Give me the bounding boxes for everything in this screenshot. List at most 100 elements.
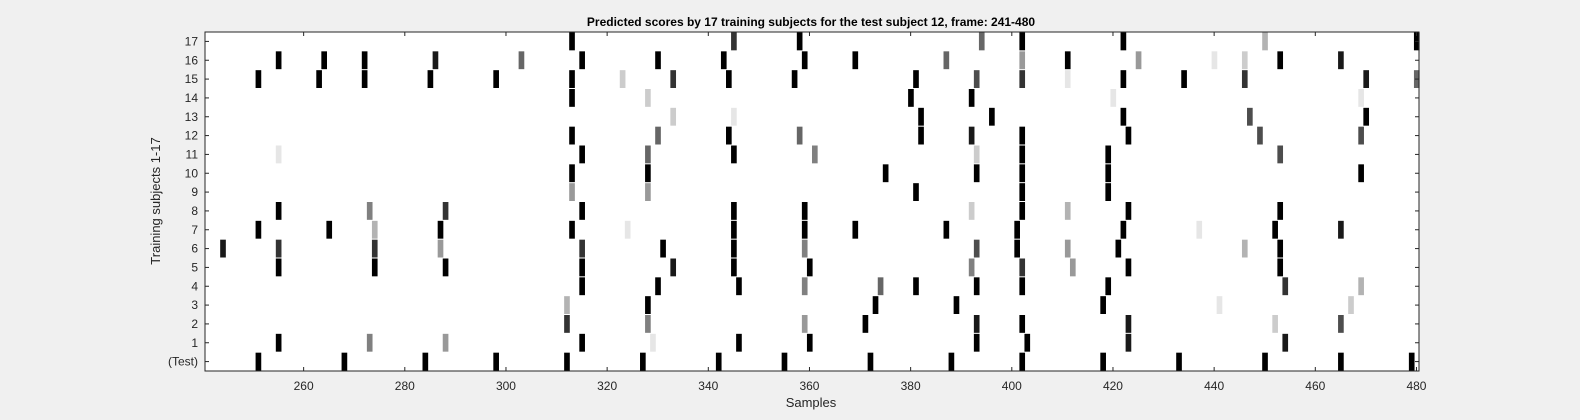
y-tick-label: 2 (191, 317, 198, 331)
heatmap-cell (882, 164, 889, 183)
heatmap-cell (670, 70, 677, 88)
heatmap-cell (1338, 315, 1344, 333)
heatmap-cell (1019, 70, 1026, 88)
heatmap-cell (968, 202, 975, 220)
heatmap-cell (948, 352, 955, 371)
heatmap-cell (731, 202, 737, 220)
heatmap-cell (1105, 164, 1112, 183)
heatmap-cell (564, 315, 570, 333)
heatmap-cell (564, 352, 570, 371)
heatmap-cell (442, 202, 449, 220)
heatmap-cell (655, 126, 661, 145)
y-tick-label: 14 (185, 91, 199, 105)
heatmap-cell (1125, 333, 1132, 352)
heatmap-cell (1100, 352, 1106, 371)
y-tick-label: 9 (191, 185, 198, 199)
heatmap-cell (371, 258, 378, 277)
heatmap-cell (569, 32, 575, 51)
heatmap-cell (791, 70, 798, 88)
heatmap-cell (569, 126, 575, 145)
heatmap-cell (655, 277, 661, 296)
heatmap-cell (1125, 126, 1132, 145)
heatmap-cell (731, 258, 737, 277)
y-tick-label: 11 (186, 147, 199, 161)
heatmap-cell (366, 333, 373, 352)
heatmap-cell (1014, 239, 1020, 258)
y-axis-label: Training subjects 1-17 (148, 137, 163, 264)
heatmap-cell (422, 352, 429, 371)
heatmap-cell (1358, 89, 1364, 107)
heatmap-cell (968, 258, 975, 277)
heatmap-cell (569, 70, 575, 88)
heatmap-cell (1176, 352, 1182, 371)
heatmap-cell (1120, 70, 1127, 88)
heatmap-cell (1110, 89, 1117, 107)
heatmap-cell (1262, 32, 1268, 51)
heatmap-cell (1277, 239, 1284, 258)
heatmap-cell (1064, 239, 1071, 258)
heatmap-cell (867, 352, 874, 371)
heatmap-cell (1262, 352, 1268, 371)
heatmap-cell (1247, 107, 1253, 126)
heatmap-cell (220, 239, 226, 258)
x-tick-label: 460 (1305, 379, 1325, 393)
heatmap-cell (1024, 333, 1031, 352)
heatmap-cell (1019, 126, 1026, 145)
heatmap-cell (1014, 220, 1020, 239)
heatmap-cell (731, 32, 737, 51)
heatmap-cell (569, 164, 575, 183)
heatmap-cell (731, 145, 737, 164)
heatmap-cell (275, 239, 282, 258)
heatmap-cell (943, 220, 950, 239)
heatmap-cell (989, 107, 995, 126)
y-tick-label: 6 (191, 242, 198, 256)
heatmap-cell (640, 352, 646, 371)
heatmap-cell (1019, 202, 1026, 220)
x-tick-label: 380 (901, 379, 921, 393)
heatmap-cell (801, 51, 808, 70)
heatmap-cell (953, 296, 960, 314)
heatmap-cell (275, 258, 282, 277)
heatmap-cell (1277, 202, 1284, 220)
heatmap-cell (801, 315, 808, 333)
heatmap-cell (1125, 258, 1132, 277)
heatmap-cell (973, 70, 980, 88)
heatmap-cell (437, 220, 444, 239)
heatmap-cell (968, 89, 975, 107)
heatmap-cell (1363, 107, 1370, 126)
y-tick-label: 13 (185, 110, 199, 124)
heatmap-cell (877, 277, 884, 296)
heatmap-cell (852, 220, 859, 239)
heatmap-cell (1241, 239, 1248, 258)
x-tick-label: 420 (1103, 379, 1123, 393)
heatmap-cell (579, 277, 585, 296)
heatmap-cell (361, 70, 368, 88)
heatmap-cell (650, 333, 656, 352)
x-tick-label: 440 (1204, 379, 1224, 393)
heatmap-cell (1338, 352, 1344, 371)
heatmap-cell (731, 107, 737, 126)
heatmap-cell (645, 183, 651, 201)
heatmap-cell (1019, 258, 1026, 277)
heatmap-cell (275, 202, 282, 220)
heatmap-cell (726, 126, 732, 145)
heatmap-cell (715, 352, 722, 371)
heatmap-cell (1181, 70, 1187, 88)
heatmap-cell (432, 51, 439, 70)
heatmap-cell (275, 145, 282, 164)
heatmap-cell (645, 89, 651, 107)
heatmap-cell (1277, 145, 1284, 164)
heatmap-cell (1069, 258, 1076, 277)
heatmap-cell (1120, 32, 1127, 51)
heatmap-cell (1064, 51, 1071, 70)
heatmap-cell (326, 220, 333, 239)
y-tick-label: (Test) (168, 355, 198, 369)
x-tick-label: 480 (1406, 379, 1426, 393)
heatmap-cell (1358, 164, 1364, 183)
plot-background (205, 32, 1419, 371)
heatmap-cell (371, 239, 378, 258)
heatmap-cell (493, 70, 499, 88)
heatmap-cell (579, 333, 585, 352)
